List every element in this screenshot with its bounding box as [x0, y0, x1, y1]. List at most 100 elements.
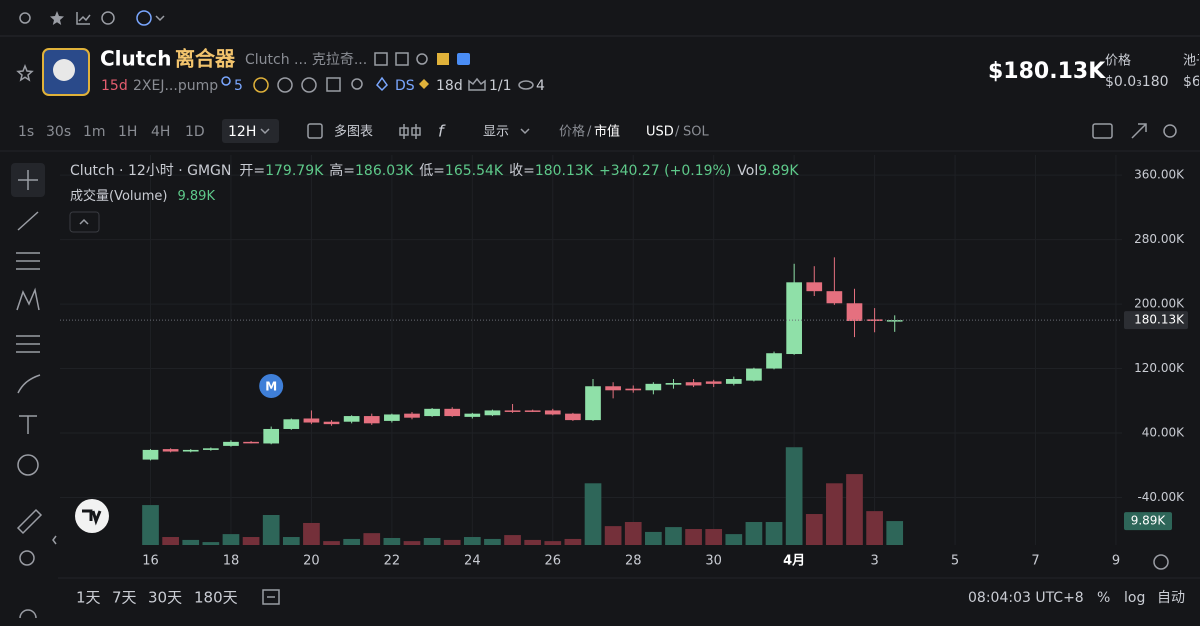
candle-body: [343, 416, 360, 422]
favorite-icon[interactable]: [16, 63, 34, 82]
volume-label: 9.89K: [1131, 514, 1167, 528]
candle-body: [504, 410, 521, 412]
text-tool[interactable]: [19, 415, 37, 434]
collapse-button[interactable]: [69, 211, 100, 233]
timeframe[interactable]: 30s: [46, 124, 71, 140]
star-icon[interactable]: [50, 11, 64, 25]
collapse-icon[interactable]: [52, 535, 57, 545]
volume-bar: [423, 537, 441, 545]
timeframe[interactable]: 1H: [118, 124, 137, 140]
y-tick-label: 200.00K: [1134, 297, 1185, 311]
goto-date-icon[interactable]: [262, 589, 280, 605]
volume-bar: [222, 534, 240, 545]
range-button[interactable]: 30天: [148, 589, 182, 607]
volume-bar: [443, 539, 461, 545]
volume-bar: [484, 538, 501, 545]
camera-icon[interactable]: [1092, 123, 1113, 139]
pattern-tool[interactable]: [16, 287, 40, 311]
candle-body: [182, 449, 199, 452]
market-cap: $180.13K: [988, 59, 1106, 84]
dropdown-icon[interactable]: [520, 128, 530, 135]
candle-body: [685, 382, 702, 386]
volume-bar: [866, 511, 883, 545]
web-icon[interactable]: [277, 77, 293, 93]
range-button[interactable]: 7天: [112, 589, 137, 607]
people-icon[interactable]: [437, 53, 449, 65]
channel-tool[interactable]: [16, 252, 40, 270]
fx-icon[interactable]: f: [438, 122, 446, 141]
ds-icon[interactable]: [376, 76, 388, 92]
history-icon[interactable]: [101, 11, 115, 25]
percent-toggle[interactable]: %: [1097, 590, 1110, 606]
note-icon[interactable]: [326, 77, 341, 92]
toolbar: 12H 多图表 f 显示 价格 / 市值 USD / SOL 1s 30s 1m 1H…: [0, 119, 1200, 152]
candle-type-icon[interactable]: [399, 124, 421, 139]
brush-tool[interactable]: [17, 374, 41, 394]
display[interactable]: 显示: [483, 125, 509, 140]
dropdown-icon[interactable]: [260, 128, 270, 135]
fib-tool[interactable]: [16, 335, 40, 353]
dropdown-icon[interactable]: [155, 15, 165, 22]
range-button[interactable]: 1天: [76, 589, 101, 607]
timeframe[interactable]: 1D: [185, 124, 205, 140]
settings-icon[interactable]: [1163, 124, 1177, 138]
candle-body: [303, 418, 320, 423]
settings-icon[interactable]: [19, 12, 31, 24]
axis-settings-icon[interactable]: [1153, 554, 1169, 570]
legend-value: 179.79K: [265, 163, 324, 179]
log-toggle[interactable]: log: [1124, 590, 1145, 606]
multi-chart[interactable]: 多图表: [334, 124, 373, 140]
edit-icon[interactable]: [374, 52, 388, 66]
y-tick-label: -40.00K: [1137, 490, 1185, 504]
timeframe[interactable]: 1m: [83, 124, 106, 140]
share-icon[interactable]: [416, 53, 428, 65]
timeframe-active-box[interactable]: [222, 119, 279, 143]
copy-icon[interactable]: [395, 52, 409, 66]
volume-bar: [785, 447, 803, 545]
volume-bar: [826, 483, 843, 545]
x-tick-label: 24: [464, 554, 481, 569]
checkbox[interactable]: [307, 123, 323, 139]
volume-bar: [645, 531, 662, 545]
price-toggle[interactable]: 价格: [559, 124, 585, 140]
candle-body: [464, 413, 481, 417]
event-marker[interactable]: [259, 374, 284, 398]
collapse-arrow[interactable]: [79, 218, 89, 225]
volume-bar: [846, 474, 863, 545]
magnet-tool[interactable]: [19, 609, 37, 619]
x-tick-label: 16: [142, 554, 159, 569]
mcap-toggle[interactable]: 市值: [594, 124, 620, 140]
volume-bar: [624, 522, 642, 545]
clock: 08:04:03 UTC+8: [968, 590, 1084, 606]
chart-icon[interactable]: [76, 12, 91, 25]
auto-toggle[interactable]: 自动: [1157, 590, 1185, 606]
twitter-icon[interactable]: [457, 53, 470, 65]
timeframe[interactable]: 1s: [18, 124, 34, 140]
candle-body: [263, 428, 280, 444]
line-tool[interactable]: [17, 211, 39, 231]
legend: Clutch · 12小时 · GMGN 开=179.79K 高=186.03K 低=…: [70, 162, 799, 179]
telegram-icon[interactable]: [301, 77, 317, 93]
volume-bar: [544, 541, 562, 545]
chain-icon[interactable]: [136, 10, 152, 26]
usd-toggle[interactable]: USD: [646, 125, 674, 140]
timeframe-active[interactable]: 12H: [228, 124, 256, 140]
candle-body: [665, 383, 682, 385]
ruler-tool[interactable]: [16, 508, 43, 535]
legend-value: 165.54K: [445, 163, 504, 179]
search-icon[interactable]: [351, 78, 363, 90]
crosshair-tool[interactable]: [18, 170, 38, 190]
candle-body: [725, 379, 742, 384]
volume-label-box: [1124, 512, 1172, 531]
sol-toggle[interactable]: SOL: [683, 125, 709, 140]
holders-icon: [221, 76, 231, 86]
emoji-tool[interactable]: [17, 454, 39, 476]
range-button[interactable]: 180天: [194, 589, 238, 607]
timeframe[interactable]: 4H: [151, 124, 170, 140]
fullscreen-icon[interactable]: [1131, 123, 1147, 139]
candle-body: [524, 410, 541, 412]
zoom-tool[interactable]: [19, 550, 35, 566]
price-label: 180.13K: [1134, 313, 1185, 327]
warning-icon[interactable]: [253, 77, 269, 93]
pool-label: 池子: [1183, 54, 1200, 69]
